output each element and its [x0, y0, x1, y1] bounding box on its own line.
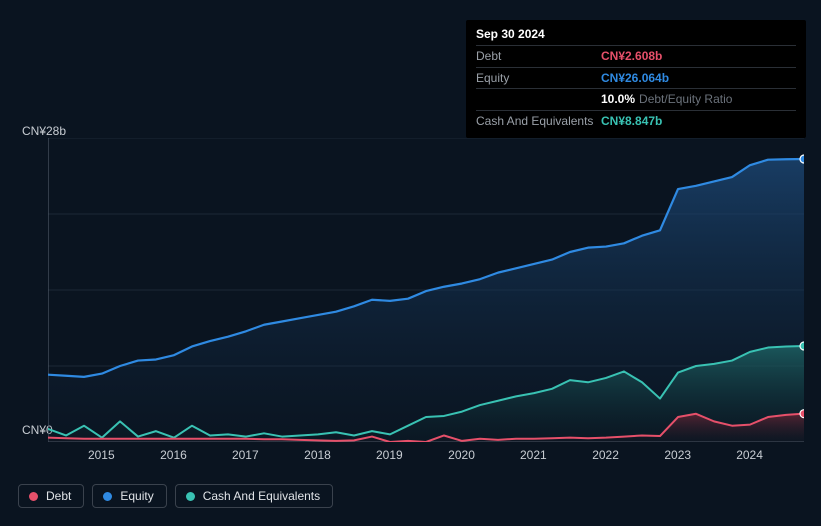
tooltip-box: Sep 30 2024 DebtCN¥2.608bEquityCN¥26.064…	[466, 20, 806, 138]
x-tick-label: 2022	[592, 448, 619, 462]
legend-label: Equity	[120, 489, 153, 503]
tooltip-value: CN¥26.064b	[601, 70, 669, 87]
tooltip-suffix: Debt/Equity Ratio	[639, 91, 732, 108]
tooltip-row: EquityCN¥26.064b	[476, 67, 796, 89]
tooltip-label: Equity	[476, 70, 601, 87]
tooltip-value: CN¥8.847b	[601, 113, 662, 130]
legend-label: Debt	[46, 489, 71, 503]
x-tick-label: 2020	[448, 448, 475, 462]
series-endpoint-debt	[800, 410, 804, 418]
x-tick-label: 2015	[88, 448, 115, 462]
x-tick-label: 2017	[232, 448, 259, 462]
tooltip-row: DebtCN¥2.608b	[476, 45, 796, 67]
legend-item-cash-and-equivalents[interactable]: Cash And Equivalents	[175, 484, 333, 508]
tooltip-row: 10.0%Debt/Equity Ratio	[476, 88, 796, 110]
legend-swatch	[29, 492, 38, 501]
tooltip-row: Cash And EquivalentsCN¥8.847b	[476, 110, 796, 132]
x-tick-label: 2016	[160, 448, 187, 462]
chart-svg	[48, 138, 804, 442]
legend-label: Cash And Equivalents	[203, 489, 320, 503]
series-endpoint-equity	[800, 155, 804, 163]
tooltip-value: CN¥2.608b	[601, 48, 662, 65]
x-tick-label: 2019	[376, 448, 403, 462]
x-axis-labels: 2015 2016 2017 2018 2019 2020 2021 2022 2023 2024	[48, 448, 804, 464]
y-top-label: CN¥28b	[0, 124, 60, 138]
x-tick-label: 2023	[664, 448, 691, 462]
chart-area	[48, 138, 804, 442]
legend-item-debt[interactable]: Debt	[18, 484, 84, 508]
legend-swatch	[186, 492, 195, 501]
tooltip-label	[476, 91, 601, 108]
series-endpoint-cash-and-equivalents	[800, 342, 804, 350]
tooltip-label: Debt	[476, 48, 601, 65]
tooltip-label: Cash And Equivalents	[476, 113, 601, 130]
x-tick-label: 2021	[520, 448, 547, 462]
tooltip-value: 10.0%	[601, 91, 635, 108]
x-tick-label: 2018	[304, 448, 331, 462]
x-tick-label: 2024	[736, 448, 763, 462]
legend-swatch	[103, 492, 112, 501]
legend: Debt Equity Cash And Equivalents	[18, 484, 333, 508]
legend-item-equity[interactable]: Equity	[92, 484, 166, 508]
tooltip-date: Sep 30 2024	[476, 26, 796, 45]
